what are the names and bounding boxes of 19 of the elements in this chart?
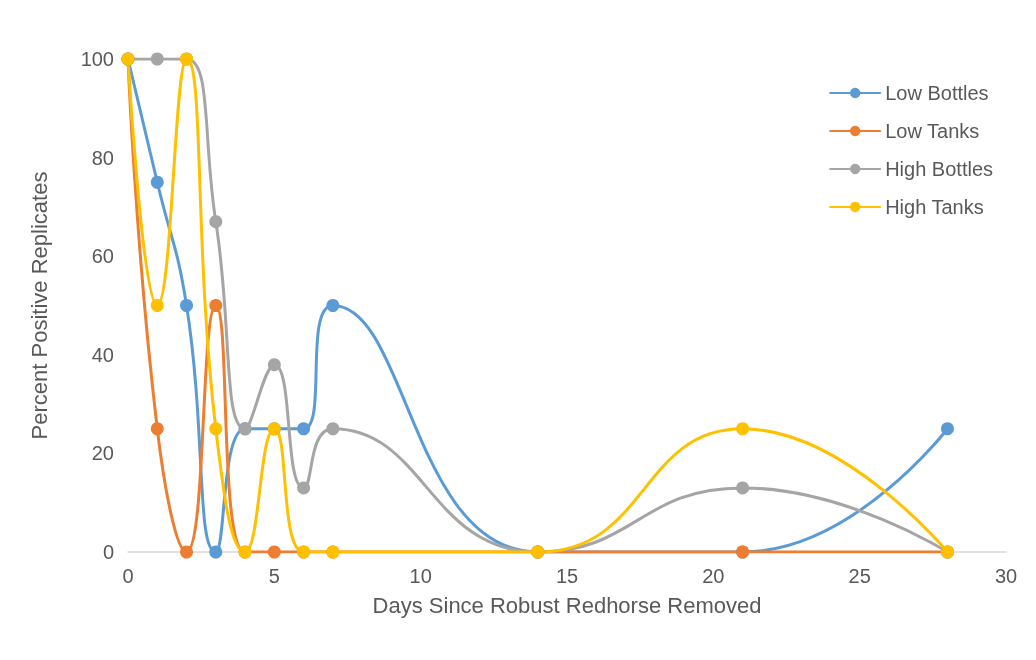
x-tick-label: 25 — [848, 565, 871, 587]
y-axis-title: Percent Positive Replicates — [26, 171, 52, 440]
y-tick-label: 100 — [80, 48, 114, 70]
legend-label: High Tanks — [885, 196, 984, 218]
y-tick-label: 80 — [91, 146, 114, 169]
y-tick-label: 20 — [91, 442, 114, 465]
x-tick-label: 0 — [122, 565, 134, 587]
x-tick-label: 30 — [994, 565, 1018, 587]
x-tick-label: 5 — [268, 565, 280, 587]
x-tick-label: 15 — [555, 565, 579, 587]
legend-label: High Bottles — [885, 158, 994, 180]
y-tick-label: 60 — [91, 245, 114, 268]
x-axis-title: Days Since Robust Redhorse Removed — [372, 592, 762, 618]
y-tick-label: 40 — [91, 343, 114, 366]
legend-label: Low Bottles — [885, 82, 989, 104]
x-tick-label: 20 — [702, 565, 725, 587]
x-tick-label: 10 — [409, 565, 432, 587]
y-tick-label: 0 — [102, 541, 114, 563]
legend-label: Low Tanks — [885, 120, 980, 142]
